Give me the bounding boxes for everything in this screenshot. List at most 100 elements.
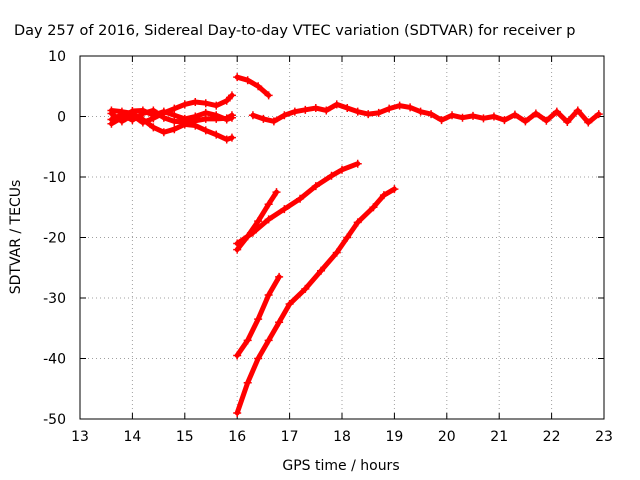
- x-tick-label: 14: [123, 429, 141, 445]
- data-point: [227, 91, 236, 100]
- data-point: [201, 99, 210, 108]
- data-point: [264, 91, 273, 100]
- data-point: [322, 106, 331, 115]
- data-point: [427, 110, 436, 119]
- data-point: [254, 217, 263, 226]
- data-point: [149, 123, 158, 132]
- data-point: [584, 118, 593, 127]
- data-point: [243, 378, 252, 387]
- data-point: [138, 106, 147, 115]
- data-point: [338, 165, 346, 174]
- data-point: [233, 239, 242, 248]
- data-point: [227, 113, 236, 122]
- x-tick-label: 15: [176, 429, 194, 445]
- data-point: [563, 117, 572, 126]
- data-point: [290, 107, 299, 116]
- data-point: [264, 215, 273, 224]
- data-point: [212, 111, 221, 120]
- series-trace: [234, 74, 272, 98]
- data-point: [180, 114, 189, 123]
- series-9: [233, 185, 399, 417]
- data-point: [364, 110, 373, 119]
- data-point: [573, 106, 582, 115]
- data-point: [254, 315, 263, 324]
- data-point: [254, 354, 263, 363]
- data-point: [254, 82, 263, 91]
- data-point: [138, 115, 147, 124]
- data-point: [469, 111, 477, 120]
- data-point: [180, 100, 189, 109]
- data-point: [264, 200, 273, 209]
- data-point: [222, 96, 231, 105]
- series-3: [107, 106, 236, 128]
- data-point: [259, 114, 268, 123]
- data-point: [379, 191, 388, 200]
- data-point: [343, 233, 352, 242]
- series-trace: [250, 101, 602, 126]
- series-4: [233, 73, 273, 100]
- data-point: [149, 111, 158, 120]
- data-point: [243, 76, 252, 85]
- data-point: [416, 107, 425, 116]
- y-tick-label: 0: [57, 110, 66, 126]
- series-7: [233, 159, 362, 248]
- data-point: [343, 104, 352, 113]
- y-tick-label: -40: [43, 352, 66, 368]
- data-point: [159, 128, 168, 137]
- data-point: [233, 73, 242, 82]
- data-point: [201, 126, 210, 135]
- data-point: [479, 114, 488, 123]
- data-point: [264, 336, 273, 345]
- data-point: [117, 113, 126, 122]
- data-point: [275, 272, 284, 281]
- series-trace: [234, 186, 397, 416]
- data-point: [353, 218, 362, 227]
- data-point: [531, 109, 540, 118]
- data-point: [552, 107, 561, 116]
- data-point: [170, 125, 179, 134]
- data-point: [327, 171, 336, 180]
- data-point: [521, 117, 530, 126]
- y-tick-label: -10: [43, 170, 66, 186]
- data-point: [159, 107, 168, 116]
- data-point: [170, 111, 179, 120]
- data-point: [489, 112, 498, 121]
- data-point: [280, 111, 289, 120]
- data-point: [311, 182, 320, 191]
- data-point: [191, 112, 200, 121]
- data-point: [222, 115, 231, 124]
- y-tick-label: -30: [43, 291, 66, 307]
- chart-title: Day 257 of 2016, Sidereal Day-to-day VTE…: [14, 23, 575, 39]
- data-point: [107, 106, 116, 115]
- y-axis-ticks: 10 0 -10 -20 -30 -40 -50: [43, 49, 604, 428]
- data-point: [374, 108, 383, 117]
- data-point: [191, 97, 200, 106]
- data-point: [510, 110, 519, 119]
- data-point: [301, 284, 310, 293]
- data-point: [201, 108, 210, 117]
- data-point: [353, 107, 362, 116]
- x-tick-label: 16: [228, 429, 246, 445]
- x-tick-label: 17: [281, 429, 299, 445]
- data-point: [191, 121, 200, 130]
- data-point: [332, 248, 341, 257]
- x-tick-label: 22: [543, 429, 561, 445]
- data-point: [369, 203, 378, 212]
- data-point: [594, 110, 603, 119]
- y-tick-label: 10: [48, 49, 66, 65]
- x-axis-label: GPS time / hours: [282, 458, 399, 474]
- data-point: [128, 107, 137, 116]
- y-axis-label: SDTVAR / TECUs: [8, 180, 24, 295]
- data-point: [222, 135, 231, 144]
- data-point: [311, 104, 320, 113]
- data-point: [317, 266, 326, 275]
- x-tick-label: 23: [595, 429, 613, 445]
- x-tick-label: 21: [490, 429, 508, 445]
- data-point: [227, 133, 236, 142]
- series-8: [233, 272, 284, 360]
- y-tick-label: -50: [43, 412, 66, 428]
- data-point: [212, 101, 221, 110]
- data-point: [243, 336, 252, 345]
